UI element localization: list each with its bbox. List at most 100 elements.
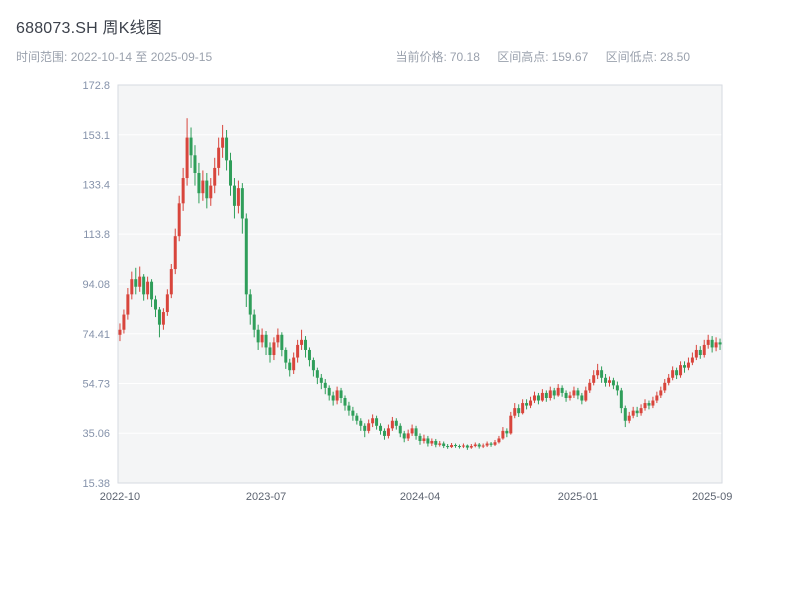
candle-body [252,314,256,330]
candle-body [580,395,584,401]
candle-body [244,218,248,295]
candle-body [173,236,177,270]
candle-body [146,281,150,295]
candle-body [702,344,706,356]
y-tick-label: 54.73 [82,379,110,391]
candle-body [288,362,292,371]
candle-body [485,443,489,446]
candle-body [355,415,359,421]
candle-body [236,188,240,206]
candle-body [197,172,201,194]
candle-body [714,342,718,348]
candle-body [517,408,521,414]
candle-body [675,370,679,376]
candle-body [193,155,197,173]
candle-body [319,377,323,383]
range-low-label: 区间低点: [605,50,657,64]
candle-body [394,420,398,426]
x-tick-label: 2025-09 [692,491,732,503]
candle-body [165,294,169,313]
candle-body [280,334,284,350]
range-high-label: 区间高点: [497,50,549,64]
candle-body [311,360,315,371]
candle-body [457,446,461,448]
candle-body [307,349,311,361]
price-stats: 当前价格: 70.18 区间高点: 159.67 区间低点: 28.50 [382,48,800,65]
candle-body [434,440,438,445]
candle-body [604,377,608,383]
candle-body [536,395,540,401]
candle-body [284,349,288,363]
candle-body [221,137,225,148]
y-tick-label: 74.41 [82,329,110,341]
candle-body [169,269,173,295]
candle-body [323,382,327,388]
candle-body [130,279,134,295]
range-high: 区间高点: 159.67 [497,50,588,64]
candle-body [671,370,675,378]
candle-body [177,203,181,237]
candle-body [201,180,205,194]
candle-body [375,418,379,426]
candle-body [304,339,308,350]
page-title: 688073.SH 周K线图 [16,20,162,37]
candle-body [351,410,355,416]
candle-body [367,423,371,431]
candle-body [584,390,588,401]
candle-body [154,299,158,310]
candle-body [501,430,505,439]
candle-body [706,339,710,345]
candle-body [398,425,402,434]
candle-body [556,387,560,396]
candle-body [359,420,363,426]
candle-body [615,385,619,391]
y-tick-label: 15.38 [82,478,110,490]
candle-body [643,403,647,409]
candle-body [659,390,663,396]
candle-body [592,375,596,383]
candle-body [272,342,276,356]
candle-body [363,425,367,431]
candle-body [651,400,655,406]
candle-body [489,443,493,445]
x-tick-label: 2025-01 [558,491,598,503]
current-price-value: 70.18 [449,50,480,64]
candle-body [213,167,217,186]
candle-body [548,390,552,398]
candle-body [469,446,473,448]
candle-body [552,390,556,396]
candle-body [568,395,572,398]
candle-body [118,329,122,335]
candle-body [698,349,702,356]
candle-body [379,425,383,431]
plot-border [117,84,723,484]
candle-body [686,362,690,368]
candle-body [647,403,651,406]
candle-body [134,279,138,287]
candle-body [331,395,335,401]
candle-body [564,392,568,398]
candle-body [126,294,130,315]
candle-body [497,438,501,443]
candle-body [631,410,635,416]
candle-body [339,390,343,398]
candle-body [248,294,252,315]
y-tick-label: 113.8 [83,229,110,241]
time-range-label: 时间范围: [16,50,68,64]
y-tick-label: 35.06 [82,428,110,440]
candle-body [694,349,698,358]
candle-body [264,334,268,348]
candle-body [560,387,564,393]
time-range-value: 2022-10-14 至 2025-09-15 [70,50,213,64]
candle-body [426,438,430,444]
candle-body [639,408,643,414]
candle-body [292,357,296,371]
chart-subheader: 时间范围: 2022-10-14 至 2025-09-15 当前价格: 70.18… [16,48,800,65]
candle-body [229,160,233,186]
candle-body [540,392,544,401]
candle-body [544,392,548,398]
current-price-label: 当前价格: [395,50,447,64]
candle-body [450,445,454,448]
candle-body [410,428,414,434]
candle-body [343,397,347,406]
